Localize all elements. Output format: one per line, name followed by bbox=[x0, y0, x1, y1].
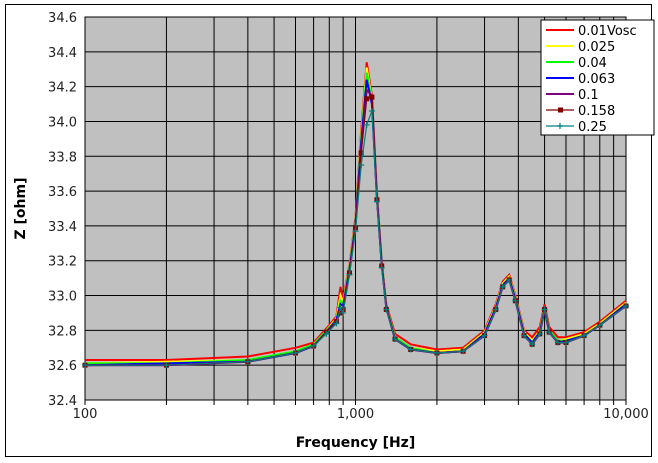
data-marker bbox=[529, 341, 536, 348]
data-marker bbox=[512, 297, 519, 304]
y-tick-label: 32.6 bbox=[48, 359, 77, 374]
data-marker bbox=[368, 108, 375, 115]
y-tick-label: 33.2 bbox=[48, 255, 77, 270]
data-marker bbox=[163, 362, 170, 369]
data-marker bbox=[536, 330, 543, 337]
data-marker bbox=[244, 358, 251, 365]
y-tick-label: 32.8 bbox=[48, 324, 77, 339]
data-marker bbox=[492, 306, 499, 313]
y-tick-label: 33.4 bbox=[48, 220, 77, 235]
data-marker bbox=[499, 283, 506, 290]
data-marker bbox=[596, 322, 603, 329]
legend-label: 0.01Vosc bbox=[578, 24, 637, 39]
data-marker bbox=[292, 349, 299, 356]
data-marker bbox=[460, 348, 467, 355]
data-marker bbox=[581, 332, 588, 339]
y-axis-labels: 32.4 32.6 32.8 33.0 33.2 33.4 33.6 33.8 34.0 34.2… bbox=[48, 11, 77, 409]
legend-label: 0.063 bbox=[578, 72, 615, 87]
data-marker bbox=[358, 150, 364, 156]
x-axis-labels: 100 1,000 10,000 bbox=[73, 407, 649, 422]
y-tick-label: 32.4 bbox=[48, 394, 77, 409]
x-tick-label: 1,000 bbox=[337, 407, 374, 422]
y-tick-label: 33.6 bbox=[48, 185, 77, 200]
legend-label: 0.025 bbox=[578, 40, 615, 55]
data-marker bbox=[554, 339, 561, 346]
x-tick-label: 10,000 bbox=[603, 407, 649, 422]
data-marker bbox=[378, 264, 385, 271]
data-marker bbox=[364, 96, 370, 102]
legend-label: 0.25 bbox=[578, 120, 607, 135]
data-marker bbox=[623, 302, 629, 309]
y-axis-title: Z [ohm] bbox=[13, 178, 29, 240]
data-marker bbox=[323, 330, 330, 337]
data-marker bbox=[481, 332, 488, 339]
legend-label: 0.1 bbox=[578, 88, 599, 103]
data-marker bbox=[383, 306, 390, 313]
data-marker bbox=[340, 309, 347, 316]
y-tick-label: 34.4 bbox=[48, 46, 77, 61]
data-marker bbox=[433, 349, 440, 356]
data-marker bbox=[407, 346, 414, 353]
data-marker bbox=[337, 304, 344, 311]
legend-label: 0.04 bbox=[578, 56, 607, 71]
data-marker bbox=[392, 336, 399, 343]
data-marker bbox=[546, 329, 553, 336]
data-marker bbox=[506, 276, 513, 283]
y-tick-label: 34.2 bbox=[48, 81, 77, 96]
y-tick-label: 34.6 bbox=[48, 11, 77, 26]
data-marker bbox=[82, 362, 88, 369]
data-marker bbox=[369, 94, 375, 100]
data-marker bbox=[562, 339, 569, 346]
x-tick-label: 100 bbox=[73, 407, 98, 422]
data-marker bbox=[346, 271, 353, 278]
data-marker bbox=[373, 198, 380, 205]
data-marker bbox=[541, 306, 548, 313]
y-tick-label: 34.0 bbox=[48, 115, 77, 130]
series-line bbox=[85, 110, 627, 366]
y-tick-label: 33.8 bbox=[48, 150, 77, 165]
data-marker bbox=[358, 161, 365, 168]
data-marker bbox=[521, 332, 528, 339]
x-axis-title: Frequency [Hz] bbox=[296, 435, 415, 451]
legend-label: 0.158 bbox=[578, 104, 615, 119]
data-marker bbox=[333, 320, 340, 327]
series-lines bbox=[82, 62, 629, 369]
data-marker bbox=[310, 343, 317, 350]
data-marker bbox=[352, 228, 359, 235]
y-tick-label: 33.0 bbox=[48, 290, 77, 305]
data-marker bbox=[363, 121, 370, 128]
